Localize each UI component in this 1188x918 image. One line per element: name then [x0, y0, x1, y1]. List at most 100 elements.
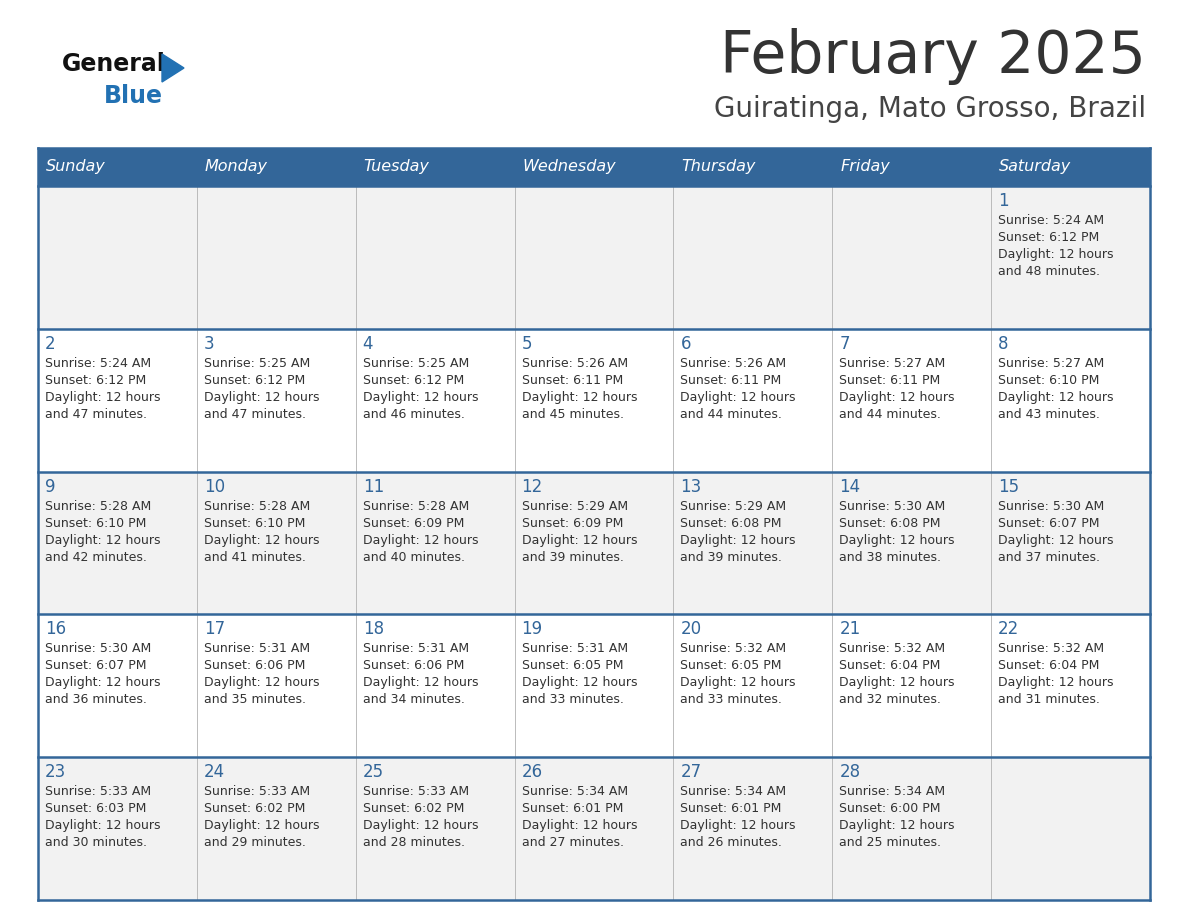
Text: Sunset: 6:09 PM: Sunset: 6:09 PM	[362, 517, 465, 530]
Text: 28: 28	[839, 763, 860, 781]
Text: Sunset: 6:05 PM: Sunset: 6:05 PM	[522, 659, 623, 672]
Text: Sunrise: 5:26 AM: Sunrise: 5:26 AM	[522, 357, 627, 370]
Text: Daylight: 12 hours: Daylight: 12 hours	[681, 391, 796, 404]
Text: Sunrise: 5:32 AM: Sunrise: 5:32 AM	[998, 643, 1105, 655]
Text: 8: 8	[998, 335, 1009, 353]
Text: and 34 minutes.: and 34 minutes.	[362, 693, 465, 706]
Text: 5: 5	[522, 335, 532, 353]
Text: and 25 minutes.: and 25 minutes.	[839, 836, 941, 849]
Text: Sunrise: 5:33 AM: Sunrise: 5:33 AM	[45, 785, 151, 798]
Text: Sunrise: 5:27 AM: Sunrise: 5:27 AM	[839, 357, 946, 370]
Text: 6: 6	[681, 335, 691, 353]
Text: Sunset: 6:00 PM: Sunset: 6:00 PM	[839, 802, 941, 815]
Text: Daylight: 12 hours: Daylight: 12 hours	[204, 533, 320, 546]
Text: Sunrise: 5:34 AM: Sunrise: 5:34 AM	[522, 785, 627, 798]
Text: and 44 minutes.: and 44 minutes.	[681, 408, 783, 420]
Text: Sunrise: 5:33 AM: Sunrise: 5:33 AM	[204, 785, 310, 798]
Text: Daylight: 12 hours: Daylight: 12 hours	[362, 819, 479, 833]
Bar	[38, 614, 1150, 757]
Text: Daylight: 12 hours: Daylight: 12 hours	[204, 391, 320, 404]
Text: Thursday: Thursday	[682, 160, 756, 174]
Text: Sunset: 6:12 PM: Sunset: 6:12 PM	[362, 374, 465, 386]
Text: Sunset: 6:08 PM: Sunset: 6:08 PM	[839, 517, 941, 530]
Text: Guiratinga, Mato Grosso, Brazil: Guiratinga, Mato Grosso, Brazil	[714, 95, 1146, 123]
Text: Sunset: 6:02 PM: Sunset: 6:02 PM	[362, 802, 465, 815]
Text: Daylight: 12 hours: Daylight: 12 hours	[839, 819, 955, 833]
Text: and 27 minutes.: and 27 minutes.	[522, 836, 624, 849]
Text: Sunset: 6:06 PM: Sunset: 6:06 PM	[204, 659, 305, 672]
Text: Daylight: 12 hours: Daylight: 12 hours	[998, 533, 1113, 546]
Text: Daylight: 12 hours: Daylight: 12 hours	[522, 819, 637, 833]
Bar	[197, 148, 355, 186]
Text: Sunday: Sunday	[46, 160, 106, 174]
Text: Daylight: 12 hours: Daylight: 12 hours	[45, 677, 160, 689]
Text: Sunrise: 5:26 AM: Sunrise: 5:26 AM	[681, 357, 786, 370]
Text: 15: 15	[998, 477, 1019, 496]
Text: Daylight: 12 hours: Daylight: 12 hours	[204, 677, 320, 689]
Text: Sunset: 6:06 PM: Sunset: 6:06 PM	[362, 659, 465, 672]
Text: Sunset: 6:07 PM: Sunset: 6:07 PM	[45, 659, 146, 672]
Text: Sunset: 6:02 PM: Sunset: 6:02 PM	[204, 802, 305, 815]
Text: Sunrise: 5:29 AM: Sunrise: 5:29 AM	[681, 499, 786, 512]
Text: 19: 19	[522, 621, 543, 638]
Text: 7: 7	[839, 335, 849, 353]
Text: 25: 25	[362, 763, 384, 781]
Text: 20: 20	[681, 621, 702, 638]
Text: and 30 minutes.: and 30 minutes.	[45, 836, 147, 849]
Text: and 40 minutes.: and 40 minutes.	[362, 551, 465, 564]
Text: Daylight: 12 hours: Daylight: 12 hours	[681, 819, 796, 833]
Text: and 47 minutes.: and 47 minutes.	[204, 408, 305, 420]
Text: 9: 9	[45, 477, 56, 496]
Text: Sunrise: 5:32 AM: Sunrise: 5:32 AM	[839, 643, 946, 655]
Text: 13: 13	[681, 477, 702, 496]
Text: and 44 minutes.: and 44 minutes.	[839, 408, 941, 420]
Text: Sunrise: 5:27 AM: Sunrise: 5:27 AM	[998, 357, 1105, 370]
Text: and 43 minutes.: and 43 minutes.	[998, 408, 1100, 420]
Text: Daylight: 12 hours: Daylight: 12 hours	[839, 391, 955, 404]
Text: Daylight: 12 hours: Daylight: 12 hours	[45, 819, 160, 833]
Text: 2: 2	[45, 335, 56, 353]
Text: Daylight: 12 hours: Daylight: 12 hours	[204, 819, 320, 833]
Text: and 37 minutes.: and 37 minutes.	[998, 551, 1100, 564]
Text: 16: 16	[45, 621, 67, 638]
Text: Sunrise: 5:33 AM: Sunrise: 5:33 AM	[362, 785, 469, 798]
Text: Blue: Blue	[105, 84, 163, 108]
Bar	[355, 148, 514, 186]
Text: Daylight: 12 hours: Daylight: 12 hours	[45, 533, 160, 546]
Text: Sunrise: 5:34 AM: Sunrise: 5:34 AM	[681, 785, 786, 798]
Text: Sunrise: 5:25 AM: Sunrise: 5:25 AM	[204, 357, 310, 370]
Text: Sunset: 6:05 PM: Sunset: 6:05 PM	[681, 659, 782, 672]
Text: Daylight: 12 hours: Daylight: 12 hours	[45, 391, 160, 404]
Bar	[991, 148, 1150, 186]
Text: 23: 23	[45, 763, 67, 781]
Text: 14: 14	[839, 477, 860, 496]
Text: 4: 4	[362, 335, 373, 353]
Text: General: General	[62, 52, 166, 76]
Text: Daylight: 12 hours: Daylight: 12 hours	[998, 391, 1113, 404]
Text: 18: 18	[362, 621, 384, 638]
Text: Sunset: 6:07 PM: Sunset: 6:07 PM	[998, 517, 1100, 530]
Text: Sunset: 6:11 PM: Sunset: 6:11 PM	[522, 374, 623, 386]
Text: Monday: Monday	[204, 160, 267, 174]
Bar	[38, 148, 197, 186]
Bar	[38, 472, 1150, 614]
Text: and 45 minutes.: and 45 minutes.	[522, 408, 624, 420]
Text: Tuesday: Tuesday	[364, 160, 430, 174]
Text: Daylight: 12 hours: Daylight: 12 hours	[522, 533, 637, 546]
Text: Sunset: 6:08 PM: Sunset: 6:08 PM	[681, 517, 782, 530]
Text: 22: 22	[998, 621, 1019, 638]
Text: and 33 minutes.: and 33 minutes.	[681, 693, 783, 706]
Bar	[674, 148, 833, 186]
Text: and 35 minutes.: and 35 minutes.	[204, 693, 305, 706]
Text: Sunset: 6:04 PM: Sunset: 6:04 PM	[998, 659, 1100, 672]
Text: 26: 26	[522, 763, 543, 781]
Text: Sunrise: 5:31 AM: Sunrise: 5:31 AM	[522, 643, 627, 655]
Text: Sunrise: 5:29 AM: Sunrise: 5:29 AM	[522, 499, 627, 512]
Text: Sunset: 6:12 PM: Sunset: 6:12 PM	[204, 374, 305, 386]
Bar	[514, 148, 674, 186]
Text: Sunset: 6:09 PM: Sunset: 6:09 PM	[522, 517, 623, 530]
Polygon shape	[162, 54, 184, 82]
Text: Sunrise: 5:32 AM: Sunrise: 5:32 AM	[681, 643, 786, 655]
Text: and 41 minutes.: and 41 minutes.	[204, 551, 305, 564]
Text: 17: 17	[204, 621, 225, 638]
